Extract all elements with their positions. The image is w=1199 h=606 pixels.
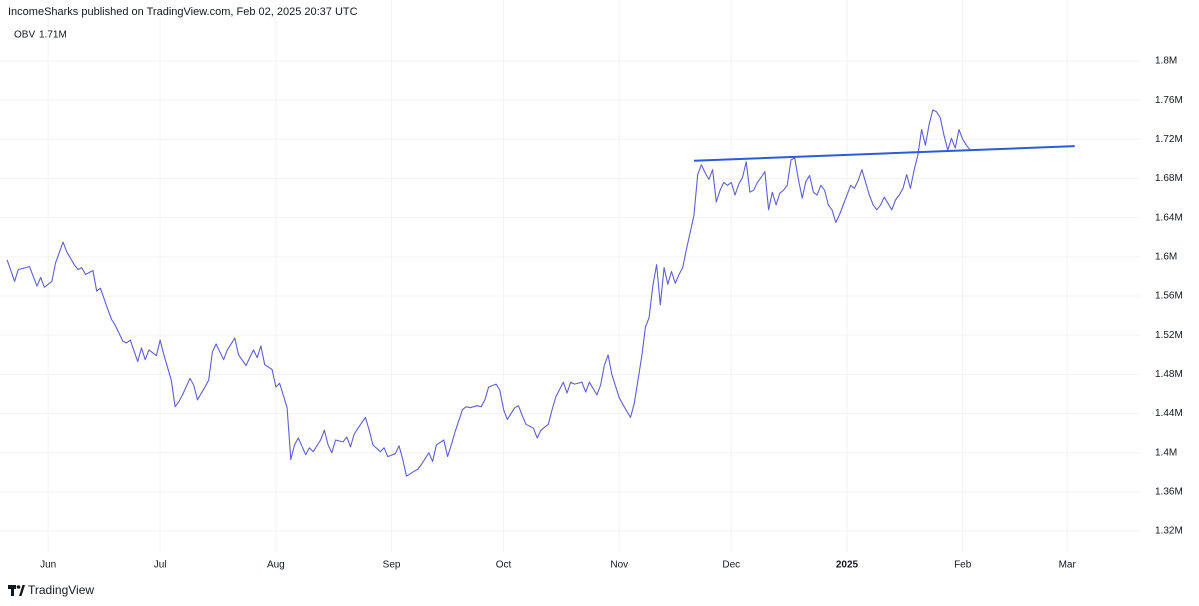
indicator-value: 1.71M xyxy=(39,30,67,41)
x-tick-label: Mar xyxy=(1059,560,1077,571)
x-tick-label: Aug xyxy=(267,560,285,571)
x-tick-label: Jun xyxy=(40,560,56,571)
y-tick-label: 1.6M xyxy=(1155,251,1177,262)
trendline xyxy=(693,145,1075,162)
x-tick-label: Jul xyxy=(154,560,167,571)
y-tick-label: 1.36M xyxy=(1155,487,1183,498)
y-tick-label: 1.64M xyxy=(1155,212,1183,223)
y-tick-label: 1.56M xyxy=(1155,291,1183,302)
grid xyxy=(0,0,1140,552)
indicator-name: OBV xyxy=(14,30,35,41)
y-tick-label: 1.8M xyxy=(1155,56,1177,67)
x-tick-label: Oct xyxy=(496,560,512,571)
y-tick-label: 1.72M xyxy=(1155,134,1183,145)
obv-line xyxy=(6,109,971,477)
y-tick-label: 1.52M xyxy=(1155,330,1183,341)
y-tick-label: 1.4M xyxy=(1155,447,1177,458)
plot-area xyxy=(6,109,1075,477)
x-tick-label: Feb xyxy=(954,560,972,571)
brand-logo: TradingView xyxy=(8,583,94,597)
x-tick-label: Sep xyxy=(383,560,401,571)
x-tick-label: 2025 xyxy=(836,560,859,571)
y-tick-label: 1.48M xyxy=(1155,369,1183,380)
y-tick-label: 1.32M xyxy=(1155,526,1183,537)
x-tick-label: Nov xyxy=(610,560,628,571)
publish-header: IncomeSharks published on TradingView.co… xyxy=(8,6,358,18)
axes: 1.32M 1.36M 1.4M 1.44M 1.48M 1.52M 1.56M 1.6M 1.… xyxy=(40,56,1183,571)
y-tick-label: 1.44M xyxy=(1155,408,1183,419)
y-tick-label: 1.76M xyxy=(1155,95,1183,106)
y-tick-label: 1.68M xyxy=(1155,173,1183,184)
brand-name: TradingView xyxy=(28,583,94,597)
x-tick-label: Dec xyxy=(722,560,740,571)
